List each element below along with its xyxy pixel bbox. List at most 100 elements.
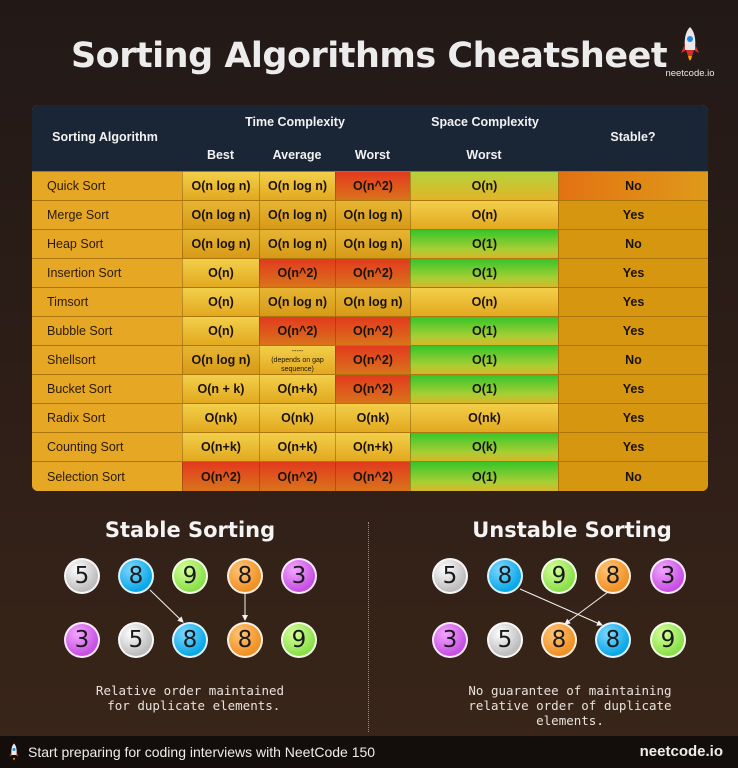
best-cell: O(n+k) [182, 433, 259, 461]
space-cell: O(1) [410, 346, 558, 374]
complexity-table: Sorting Algorithm Time Complexity Space … [32, 105, 708, 491]
space-cell: O(1) [410, 230, 558, 258]
space-cell: O(k) [410, 433, 558, 461]
worst-cell: O(n log n) [335, 288, 410, 316]
average-cell: O(n log n) [259, 230, 335, 258]
stable-cell: Yes [558, 404, 708, 432]
header-time-complexity: Time Complexity [245, 115, 345, 129]
space-cell: O(nk) [410, 404, 558, 432]
algorithm-name: Merge Sort [32, 201, 182, 229]
stable-cell: Yes [558, 288, 708, 316]
best-cell: O(n log n) [182, 230, 259, 258]
worst-cell: O(n^2) [335, 317, 410, 345]
ball-9: 9 [650, 622, 686, 658]
worst-cell: O(n^2) [335, 259, 410, 287]
ball-8: 8 [227, 558, 263, 594]
algorithm-name: Selection Sort [32, 462, 182, 491]
stable-caption: Relative order maintained for duplicate … [95, 683, 285, 713]
stable-cell: Yes [558, 433, 708, 461]
table-row: Bucket Sort O(n + k) O(n+k) O(n^2) O(1) … [32, 374, 708, 403]
table-row: Shellsort O(n log n) ----- (depends on g… [32, 345, 708, 374]
average-cell: O(n+k) [259, 375, 335, 403]
header-average: Average [272, 148, 322, 162]
header-algorithm: Sorting Algorithm [52, 130, 158, 144]
best-cell: O(n) [182, 288, 259, 316]
space-cell: O(n) [410, 288, 558, 316]
algorithm-name: Timsort [32, 288, 182, 316]
stable-cell: No [558, 346, 708, 374]
stable-cell: Yes [558, 375, 708, 403]
ball-5: 5 [64, 558, 100, 594]
unstable-arrow-first-8 [519, 588, 603, 626]
space-cell: O(1) [410, 317, 558, 345]
ball-8: 8 [172, 622, 208, 658]
stable-arrow-first-8 [149, 589, 184, 623]
table-row: Bubble Sort O(n) O(n^2) O(n^2) O(1) Yes [32, 316, 708, 345]
ball-5: 5 [118, 622, 154, 658]
ball-3: 3 [281, 558, 317, 594]
average-cell: O(n log n) [259, 288, 335, 316]
header-worst: Worst [354, 148, 391, 162]
footer-bar: Start preparing for coding interviews wi… [0, 736, 738, 768]
header-stable: Stable? [610, 130, 656, 144]
worst-cell: O(n^2) [335, 375, 410, 403]
stable-cell: Yes [558, 201, 708, 229]
logo-text: neetcode.io [665, 68, 715, 79]
best-cell: O(nk) [182, 404, 259, 432]
average-cell: ----- (depends on gap sequence) [259, 346, 335, 374]
algorithm-name: Heap Sort [32, 230, 182, 258]
table-row: Heap Sort O(n log n) O(n log n) O(n log … [32, 229, 708, 258]
rocket-icon [681, 27, 699, 61]
ball-5: 5 [487, 622, 523, 658]
worst-cell: O(n^2) [335, 346, 410, 374]
space-cell: O(1) [410, 259, 558, 287]
worst-cell: O(nk) [335, 404, 410, 432]
algorithm-name: Radix Sort [32, 404, 182, 432]
ball-8: 8 [541, 622, 577, 658]
stable-cell: Yes [558, 317, 708, 345]
algorithm-name: Quick Sort [32, 172, 182, 200]
algorithm-name: Insertion Sort [32, 259, 182, 287]
ball-8: 8 [487, 558, 523, 594]
worst-cell: O(n^2) [335, 172, 410, 200]
footer-promo-text: Start preparing for coding interviews wi… [28, 744, 376, 760]
average-cell: O(n log n) [259, 201, 335, 229]
worst-cell: O(n^2) [335, 462, 410, 491]
ball-9: 9 [172, 558, 208, 594]
unstable-caption: No guarantee of maintaining relative ord… [468, 683, 672, 728]
ball-9: 9 [281, 622, 317, 658]
stable-cell: Yes [558, 259, 708, 287]
header-space-worst: Worst [466, 148, 502, 162]
page-title: Sorting Algorithms Cheatsheet [70, 36, 668, 76]
algorithm-name: Bucket Sort [32, 375, 182, 403]
table-row: Quick Sort O(n log n) O(n log n) O(n^2) … [32, 171, 708, 200]
algorithm-name: Bubble Sort [32, 317, 182, 345]
best-cell: O(n log n) [182, 201, 259, 229]
table-row: Counting Sort O(n+k) O(n+k) O(n+k) O(k) … [32, 432, 708, 461]
algorithm-name: Counting Sort [32, 433, 182, 461]
ball-5: 5 [432, 558, 468, 594]
rocket-icon [9, 743, 19, 761]
table-row: Timsort O(n) O(n log n) O(n log n) O(n) … [32, 287, 708, 316]
stable-sorting-title: Stable Sorting [104, 518, 276, 542]
table-row: Selection Sort O(n^2) O(n^2) O(n^2) O(1)… [32, 461, 708, 491]
ball-3: 3 [432, 622, 468, 658]
section-divider [368, 522, 369, 732]
best-cell: O(n + k) [182, 375, 259, 403]
average-cell: O(nk) [259, 404, 335, 432]
unstable-arrow-second-8 [564, 591, 609, 625]
ball-3: 3 [64, 622, 100, 658]
ball-8: 8 [227, 622, 263, 658]
stable-cell: No [558, 462, 708, 491]
footer-brand-link[interactable]: neetcode.io [639, 743, 723, 760]
space-cell: O(n) [410, 201, 558, 229]
best-cell: O(n log n) [182, 346, 259, 374]
average-cell: O(n+k) [259, 433, 335, 461]
space-cell: O(1) [410, 375, 558, 403]
logo: neetcode.io [664, 26, 716, 82]
best-cell: O(n) [182, 317, 259, 345]
best-cell: O(n) [182, 259, 259, 287]
worst-cell: O(n log n) [335, 230, 410, 258]
average-cell: O(n^2) [259, 317, 335, 345]
